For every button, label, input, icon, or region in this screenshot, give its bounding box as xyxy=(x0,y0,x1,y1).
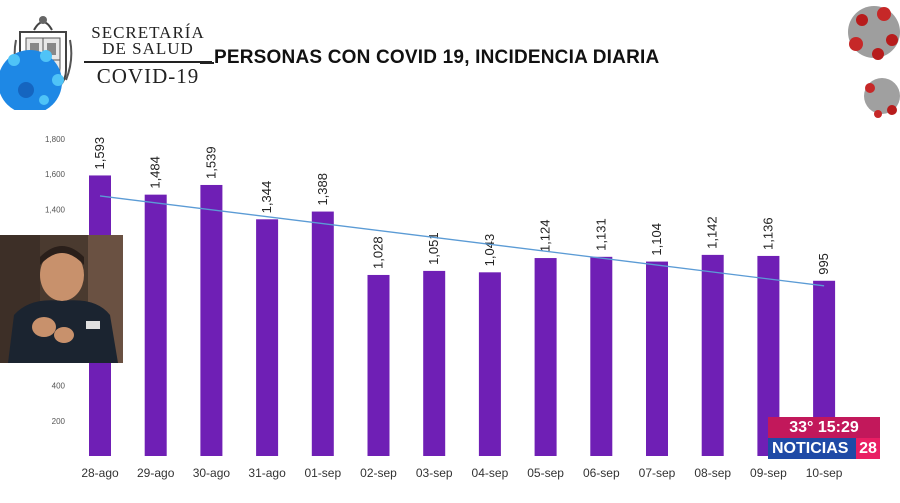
channel-name-bar: NOTICIAS 28 xyxy=(768,438,880,459)
x-tick-label: 06-sep xyxy=(583,466,620,480)
bar xyxy=(478,272,501,456)
y-tick-label: 1,400 xyxy=(45,205,66,214)
sign-language-interpreter-video xyxy=(0,235,123,363)
value-label: 1,388 xyxy=(315,173,330,206)
channel-number: 28 xyxy=(856,438,880,459)
bar xyxy=(144,194,167,456)
virus-graphic-bottom-left xyxy=(0,50,64,110)
value-label: 1,484 xyxy=(148,156,163,189)
tv-channel-badge: 33° 15:29 NOTICIAS 28 xyxy=(768,417,880,463)
interpreter-figure xyxy=(0,235,123,363)
header: SECRETARÍA DE SALUD COVID-19 PERSONAS CO… xyxy=(0,0,900,118)
bar xyxy=(200,184,223,456)
x-tick-label: 03-sep xyxy=(416,466,453,480)
value-label: 1,539 xyxy=(203,146,218,179)
x-axis: 28-ago 29-ago 30-ago 31-ago 01-sep 02-sep 03-s… xyxy=(81,466,842,480)
x-tick-label: 07-sep xyxy=(639,466,676,480)
bar xyxy=(256,219,279,456)
bar xyxy=(590,256,613,456)
x-tick-label: 29-ago xyxy=(137,466,175,480)
bar xyxy=(701,254,724,456)
value-label: 1,051 xyxy=(426,232,441,265)
value-label: 1,043 xyxy=(482,234,497,267)
ministry-line-2: DE SALUD xyxy=(102,39,194,58)
x-tick-label: 01-sep xyxy=(304,466,341,480)
y-tick-label: 200 xyxy=(52,417,66,426)
x-tick-label: 28-ago xyxy=(81,466,119,480)
y-tick-label: 1,800 xyxy=(45,135,66,144)
virus-graphic-top-right xyxy=(848,6,900,118)
ministry-line-3: COVID-19 xyxy=(96,64,200,88)
value-label: 1,593 xyxy=(92,137,107,170)
temperature-time: 33° 15:29 xyxy=(768,417,880,438)
x-tick-label: 02-sep xyxy=(360,466,397,480)
ministry-line-1: SECRETARÍA xyxy=(91,23,205,42)
bar xyxy=(367,274,390,456)
bar xyxy=(813,280,836,456)
value-label: 1,344 xyxy=(259,181,274,214)
x-tick-label: 10-sep xyxy=(806,466,843,480)
value-labels: 1,593 1,484 1,539 1,344 1,388 1,028 1,051 1,043… xyxy=(92,137,831,275)
y-tick-label: 400 xyxy=(52,382,66,391)
value-label: 1,131 xyxy=(593,218,608,251)
ministry-wordmark: SECRETARÍA DE SALUD COVID-19 xyxy=(84,24,212,87)
trendline xyxy=(99,195,825,287)
value-label: 1,136 xyxy=(760,217,775,250)
ministry-divider xyxy=(84,61,212,63)
value-label: 995 xyxy=(816,253,831,275)
bar xyxy=(646,261,668,456)
x-tick-label: 08-sep xyxy=(694,466,731,480)
chart-title: PERSONAS CON COVID 19, INCIDENCIA DIARIA xyxy=(214,47,660,68)
value-label: 1,124 xyxy=(538,220,553,253)
x-tick-label: 05-sep xyxy=(527,466,564,480)
value-label: 1,142 xyxy=(705,216,720,249)
x-tick-label: 30-ago xyxy=(193,466,231,480)
y-tick-label: 1,600 xyxy=(45,170,66,179)
channel-name: NOTICIAS xyxy=(772,440,849,457)
value-label: 1,028 xyxy=(371,236,386,269)
bar xyxy=(534,258,557,456)
x-tick-label: 09-sep xyxy=(750,466,787,480)
x-tick-label: 31-ago xyxy=(248,466,286,480)
value-label: 1,104 xyxy=(649,223,664,256)
bar xyxy=(757,255,780,456)
x-tick-label: 04-sep xyxy=(472,466,509,480)
bar xyxy=(423,270,446,456)
bars xyxy=(89,175,836,456)
bar xyxy=(311,211,334,456)
y-axis: 200 400 1,400 1,600 1,800 xyxy=(45,135,66,426)
title-underline xyxy=(200,62,214,64)
